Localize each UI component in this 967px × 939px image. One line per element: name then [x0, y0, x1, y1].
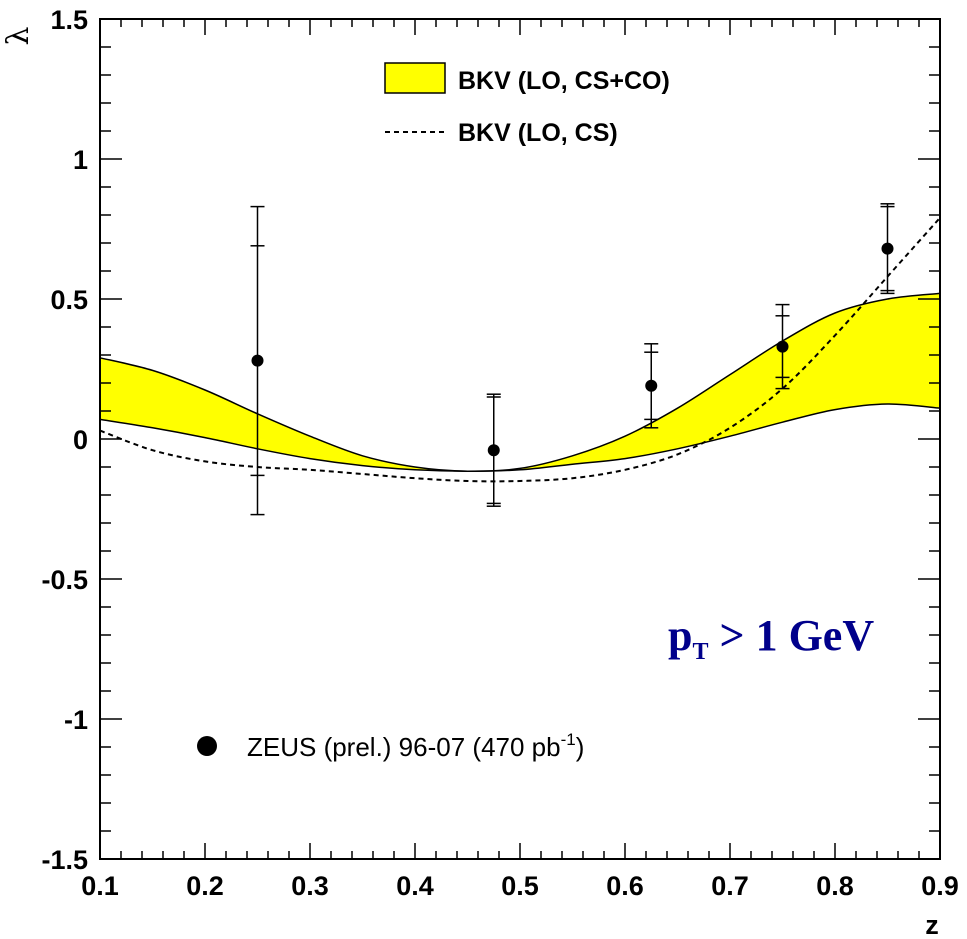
points-layer — [250, 203, 895, 516]
point-marker — [645, 379, 658, 392]
point-marker — [776, 340, 789, 353]
y-tick-label: -1.5 — [41, 845, 88, 875]
y-tick-label: 1 — [73, 145, 88, 175]
cs-dashed-line — [99, 217, 941, 483]
band-fill — [100, 293, 940, 472]
y-tick-label: 0.5 — [50, 285, 88, 315]
legend-points: ZEUS (prel.) 96-07 (470 pb-1) — [197, 730, 584, 762]
pt-cut-annotation: pT > 1 GeV — [668, 611, 874, 665]
band-lower-edge — [99, 403, 941, 472]
point-marker — [881, 242, 894, 255]
x-tick-label: 0.7 — [711, 871, 749, 901]
y-tick-label: 1.5 — [50, 5, 88, 35]
legend: BKV (LO, CS+CO) BKV (LO, CS) — [384, 62, 670, 147]
data-point — [250, 205, 265, 516]
legend-label-band: BKV (LO, CS+CO) — [458, 67, 670, 95]
point-marker — [487, 444, 500, 457]
data-point — [880, 203, 895, 295]
y-tick-label: 0 — [73, 425, 88, 455]
point-marker — [251, 354, 264, 367]
data-point — [486, 393, 501, 507]
x-tick-label: 0.5 — [501, 871, 539, 901]
x-tick-label: 0.6 — [606, 871, 644, 901]
ticks-layer — [99, 18, 941, 860]
x-tick-label: 0.2 — [186, 871, 224, 901]
x-tick-label: 0.1 — [81, 871, 119, 901]
x-tick-label: 0.9 — [921, 871, 959, 901]
line-layer — [99, 217, 941, 483]
y-tick-label: -0.5 — [41, 565, 88, 595]
legend-label-dashed: BKV (LO, CS) — [458, 119, 618, 147]
x-tick-label: 0.8 — [816, 871, 854, 901]
band-upper-edge — [99, 292, 941, 473]
labels-layer: 0.1 0.2 0.3 0.4 0.5 0.6 0.7 0.8 0.9 -1.5 -1 -0.5 0 0.… — [41, 5, 958, 901]
legend-point-marker — [197, 736, 217, 756]
y-tick-label: -1 — [64, 705, 88, 735]
x-tick-label: 0.3 — [291, 871, 329, 901]
legend-band-swatch — [384, 62, 446, 94]
data-point — [775, 303, 790, 390]
band-layer — [99, 292, 941, 473]
y-axis-title: λ — [1, 26, 36, 45]
x-tick-label: 0.4 — [396, 871, 434, 901]
data-point — [644, 343, 659, 429]
x-axis-title: z — [925, 910, 939, 939]
legend-label-points: ZEUS (prel.) 96-07 (470 pb-1) — [247, 730, 584, 762]
